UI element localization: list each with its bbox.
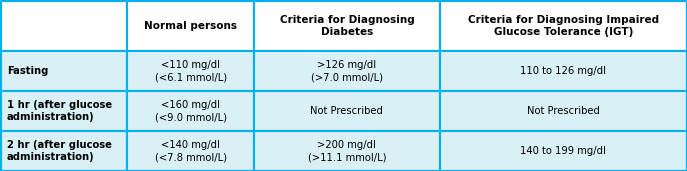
Text: Normal persons: Normal persons: [144, 21, 237, 31]
Text: Not Prescribed: Not Prescribed: [311, 106, 383, 116]
Text: 1 hr (after glucose
administration): 1 hr (after glucose administration): [7, 100, 112, 122]
Bar: [127, 51, 254, 91]
Text: <160 mg/dl
(<9.0 mmol/L): <160 mg/dl (<9.0 mmol/L): [155, 100, 227, 122]
Text: 110 to 126 mg/dl: 110 to 126 mg/dl: [520, 66, 607, 76]
Bar: [127, 131, 254, 171]
Bar: [0, 51, 127, 91]
Bar: [440, 51, 687, 91]
Text: Criteria for Diagnosing
Diabetes: Criteria for Diagnosing Diabetes: [280, 15, 414, 37]
Bar: [127, 0, 254, 51]
Bar: [127, 91, 254, 131]
Bar: [254, 51, 440, 91]
Bar: [254, 91, 440, 131]
Bar: [440, 131, 687, 171]
Bar: [0, 131, 127, 171]
Text: 2 hr (after glucose
administration): 2 hr (after glucose administration): [7, 140, 112, 162]
Bar: [254, 131, 440, 171]
Bar: [0, 91, 127, 131]
Text: Criteria for Diagnosing Impaired
Glucose Tolerance (IGT): Criteria for Diagnosing Impaired Glucose…: [468, 15, 659, 37]
Bar: [254, 0, 440, 51]
Bar: [0, 0, 127, 51]
Text: <140 mg/dl
(<7.8 mmol/L): <140 mg/dl (<7.8 mmol/L): [155, 140, 227, 162]
Text: Fasting: Fasting: [7, 66, 48, 76]
Bar: [440, 91, 687, 131]
Bar: [440, 0, 687, 51]
Text: <110 mg/dl
(<6.1 mmol/L): <110 mg/dl (<6.1 mmol/L): [155, 60, 227, 82]
Text: 140 to 199 mg/dl: 140 to 199 mg/dl: [521, 146, 607, 156]
Text: >126 mg/dl
(>7.0 mmol/L): >126 mg/dl (>7.0 mmol/L): [311, 60, 383, 82]
Text: >200 mg/dl
(>11.1 mmol/L): >200 mg/dl (>11.1 mmol/L): [308, 140, 386, 162]
Text: Not Prescribed: Not Prescribed: [527, 106, 600, 116]
